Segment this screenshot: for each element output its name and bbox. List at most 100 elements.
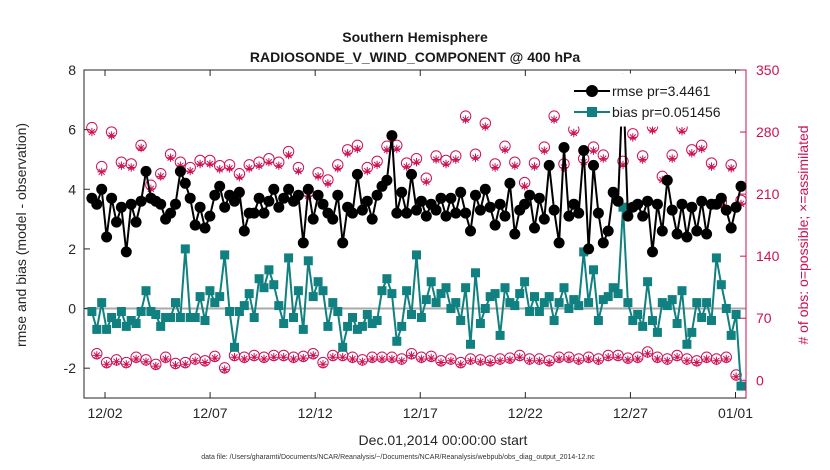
- obs-assimilated-point: [643, 349, 652, 358]
- rmse-point: [115, 201, 127, 213]
- bias-point: [716, 280, 726, 290]
- bias-point: [303, 256, 313, 266]
- rmse-point: [735, 180, 747, 192]
- bias-point: [131, 319, 141, 328]
- bias-point: [274, 301, 284, 311]
- bias-point: [530, 292, 539, 302]
- obs-assimilated-point: [131, 354, 141, 364]
- obs-assimilated-point: [358, 357, 367, 366]
- obs-assimilated-point: [230, 353, 239, 362]
- legend-rmse-label: rmse pr=3.4461: [612, 83, 711, 99]
- obs-assimilated-point: [181, 360, 190, 369]
- obs-assimilated-point: [436, 358, 446, 367]
- obs-assimilated-point: [525, 356, 534, 365]
- rmse-point: [179, 177, 191, 189]
- y-tick-label-right: 0: [756, 372, 764, 388]
- y-tick-label-right: 210: [756, 186, 780, 202]
- bias-point: [136, 307, 146, 316]
- rmse-point: [130, 216, 142, 228]
- bias-point: [244, 289, 254, 299]
- rmse-point: [470, 189, 481, 201]
- y-tick-label-left: 4: [68, 181, 76, 197]
- obs-assimilated-point: [171, 361, 180, 370]
- obs-assimilated-point: [279, 353, 288, 362]
- rmse-point: [538, 213, 550, 225]
- y-axis-label-left: rmse and bias (model - observation): [13, 123, 29, 347]
- bias-point: [485, 292, 495, 302]
- bias-point: [441, 283, 451, 293]
- rmse-point: [696, 195, 708, 207]
- rmse-point: [371, 189, 383, 201]
- rmse-point: [435, 192, 447, 204]
- x-axis-label: Dec.01,2014 00:00:00 start: [359, 432, 528, 448]
- obs-assimilated-point: [407, 351, 416, 360]
- bias-point: [141, 286, 151, 296]
- rmse-point: [568, 198, 580, 210]
- obs-assimilated-point: [707, 162, 716, 171]
- rmse-point: [474, 204, 486, 216]
- rmse-point: [199, 222, 211, 234]
- obs-assimilated-point: [564, 354, 574, 364]
- rmse-point: [307, 213, 319, 225]
- bias-point: [156, 321, 166, 331]
- rmse-point: [302, 183, 314, 195]
- obs-assimilated-point: [186, 166, 195, 176]
- bias-point: [490, 289, 500, 299]
- obs-assimilated-point: [545, 358, 554, 367]
- rmse-point: [273, 201, 285, 213]
- obs-assimilated-point: [97, 167, 106, 177]
- rmse-point: [140, 165, 152, 177]
- bias-point: [638, 321, 648, 331]
- obs-assimilated-point: [412, 158, 421, 167]
- rmse-point: [96, 183, 108, 195]
- obs-assimilated-point: [235, 173, 244, 182]
- obs-assimilated-point: [481, 122, 490, 131]
- bias-point: [289, 313, 298, 322]
- obs-assimilated-point: [146, 184, 156, 193]
- obs-assimilated-point: [205, 159, 215, 169]
- rmse-point: [686, 201, 698, 213]
- rmse-point: [165, 207, 177, 219]
- legend: rmse pr=3.4461 bias pr=0.051456: [567, 73, 741, 127]
- rmse-point: [91, 198, 103, 210]
- bias-point: [539, 298, 549, 308]
- obs-assimilated-point: [476, 357, 485, 366]
- obs-assimilated-point: [604, 353, 613, 362]
- x-tick-label: 12/12: [298, 405, 333, 421]
- y-axis-label-right: # of obs: o=possible; ×=assimilated: [795, 125, 811, 344]
- bias-point: [107, 313, 117, 322]
- bias-point: [352, 324, 362, 334]
- bias-point: [731, 310, 741, 319]
- obs-assimilated-point: [141, 357, 151, 366]
- bias-point: [569, 295, 579, 305]
- bias-point: [707, 316, 716, 325]
- obs-assimilated-point: [441, 159, 451, 169]
- obs-assimilated-point: [215, 165, 224, 174]
- rmse-point: [597, 237, 609, 249]
- bias-point: [628, 316, 638, 325]
- obs-assimilated-point: [338, 353, 347, 362]
- obs-assimilated-point: [264, 158, 274, 167]
- obs-assimilated-point: [584, 354, 593, 364]
- obs-assimilated-point: [127, 163, 136, 172]
- obs-assimilated-point: [363, 166, 372, 176]
- bias-point: [643, 277, 653, 287]
- rmse-point: [622, 210, 634, 222]
- bias-point: [480, 304, 490, 313]
- bias-point: [402, 286, 412, 296]
- bias-point: [407, 310, 416, 319]
- obs-assimilated-point: [176, 161, 185, 170]
- rmse-point: [656, 225, 668, 237]
- rmse-point: [430, 204, 442, 216]
- obs-assimilated-point: [505, 355, 515, 365]
- rmse-point: [111, 216, 122, 228]
- obs-assimilated-point: [122, 360, 131, 369]
- obs-assimilated-point: [594, 356, 603, 365]
- bias-point: [328, 298, 338, 308]
- bias-point: [215, 292, 225, 302]
- obs-assimilated-point: [392, 144, 401, 154]
- bias-point: [657, 298, 667, 308]
- bias-point: [471, 268, 480, 278]
- bias-point: [87, 307, 97, 316]
